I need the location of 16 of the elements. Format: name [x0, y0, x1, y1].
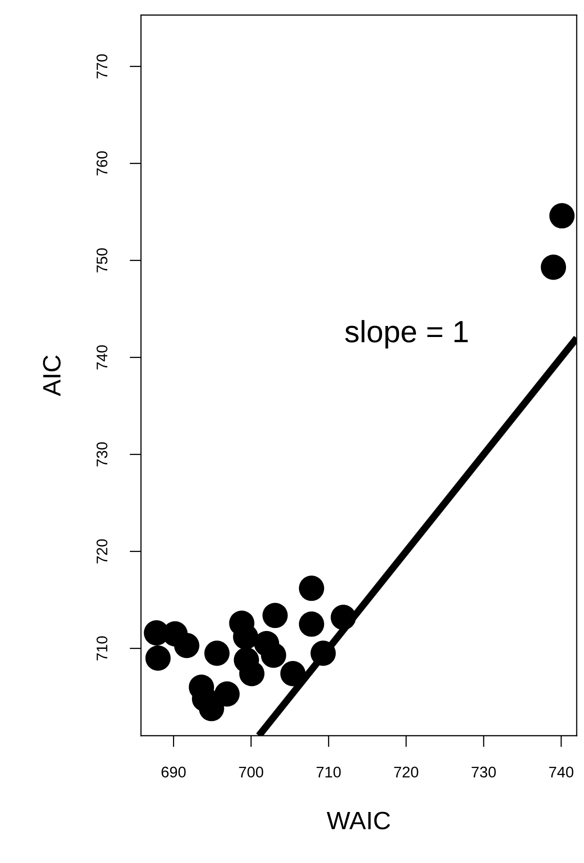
annotation: slope = 1: [345, 320, 468, 349]
y-tick-label: 710: [96, 636, 108, 660]
x-tick-label: 730: [472, 766, 496, 778]
x-tick-label: 740: [549, 766, 574, 778]
y-axis-title: AIC: [42, 355, 61, 396]
x-tick-label: 700: [239, 766, 264, 778]
x-tick-label: 690: [162, 766, 186, 778]
y-tick-label: 750: [96, 248, 108, 272]
y-tick-label: 740: [96, 345, 108, 370]
y-tick-label: 760: [96, 151, 108, 176]
y-tick-label: 720: [96, 539, 108, 564]
x-tick-label: 720: [394, 766, 418, 778]
y-tick-label: 770: [96, 54, 108, 78]
x-tick-label: 710: [316, 766, 341, 778]
x-axis-title: WAIC: [326, 812, 390, 830]
y-tick-label: 730: [96, 442, 108, 466]
